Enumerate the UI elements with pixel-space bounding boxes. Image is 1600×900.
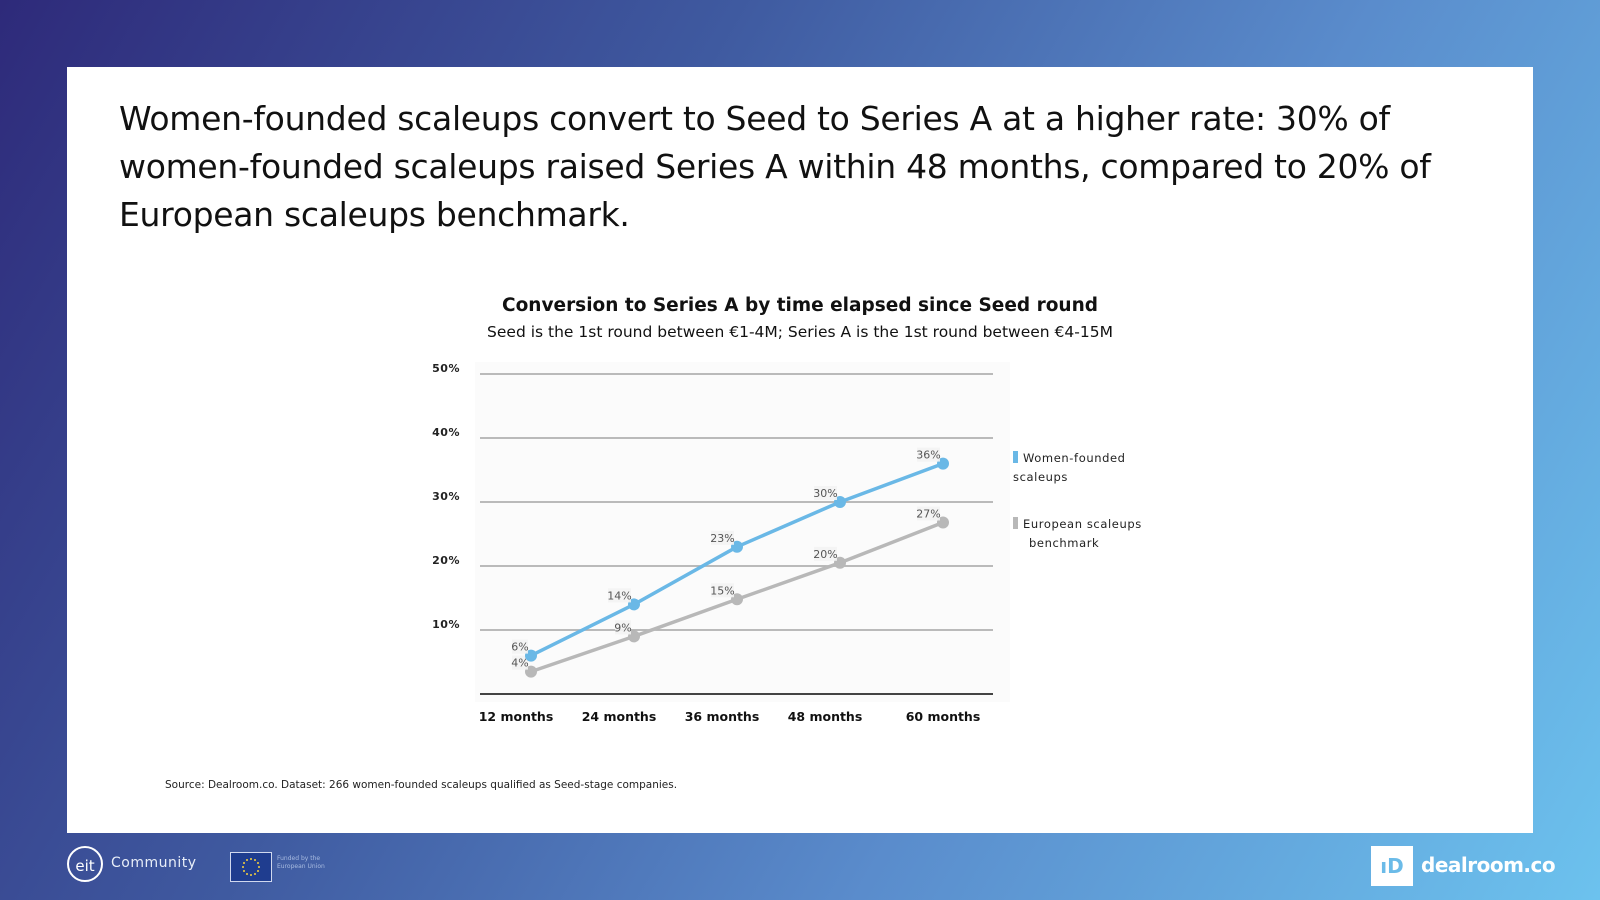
- data-label: 20%: [813, 548, 837, 561]
- data-label: 15%: [710, 584, 734, 597]
- data-label: 30%: [813, 487, 837, 500]
- data-label: 4%: [511, 657, 528, 670]
- eu-funding-label: Funded by the European Union: [277, 855, 325, 870]
- y-tick-label: 50%: [432, 362, 460, 375]
- legend-label: European scaleups benchmark: [1023, 517, 1142, 550]
- y-tick-label: 20%: [432, 554, 460, 567]
- eit-logo-icon: eit: [67, 846, 103, 882]
- data-label: 14%: [607, 589, 631, 602]
- chart-title: Conversion to Series A by time elapsed s…: [502, 295, 1098, 316]
- line-chart: 10% 20% 30% 40% 50% 12 months 24 months 36 mont…: [432, 362, 1142, 724]
- dealroom-wordmark: dealroom.co: [1421, 853, 1556, 877]
- y-tick-label: 10%: [432, 618, 460, 631]
- plot-background: [475, 362, 1010, 702]
- legend-swatch: [1013, 517, 1018, 529]
- data-label: 6%: [511, 641, 528, 654]
- source-note: Source: Dealroom.co. Dataset: 266 women-…: [165, 779, 678, 791]
- x-tick-label: 60 months: [906, 709, 981, 724]
- chart-subtitle: Seed is the 1st round between €1-4M; Ser…: [487, 323, 1113, 341]
- data-label-bg: [512, 639, 528, 654]
- y-tick-label: 40%: [432, 426, 460, 439]
- legend-swatch: [1013, 451, 1018, 463]
- data-label-bg: [814, 486, 837, 500]
- data-label: 36%: [916, 449, 940, 462]
- legend-label: Women-founded scaleups: [1013, 451, 1126, 484]
- data-label-bg: [711, 583, 734, 598]
- data-label-bg: [711, 530, 734, 545]
- data-label: 9%: [614, 621, 631, 634]
- data-label: 27%: [916, 507, 940, 520]
- x-tick-label: 12 months: [479, 709, 554, 724]
- data-label-bg: [512, 655, 528, 670]
- x-tick-label: 36 months: [685, 709, 760, 724]
- slide-card: Women-founded scaleups convert to Seed t…: [67, 67, 1533, 833]
- data-label-bg: [814, 546, 837, 561]
- x-tick-label: 24 months: [582, 709, 657, 724]
- eu-flag-icon: [230, 852, 272, 882]
- x-tick-label: 48 months: [788, 709, 863, 724]
- data-label-bg: [917, 447, 940, 462]
- data-label-bg: [608, 588, 631, 603]
- data-label-bg: [615, 620, 631, 635]
- data-label: 23%: [710, 532, 734, 545]
- community-label: Community: [111, 855, 197, 871]
- y-tick-label: 30%: [432, 490, 460, 503]
- headline: Women-founded scaleups convert to Seed t…: [119, 99, 1431, 234]
- dealroom-logo-icon: ıD: [1371, 846, 1413, 886]
- data-label-bg: [917, 506, 940, 521]
